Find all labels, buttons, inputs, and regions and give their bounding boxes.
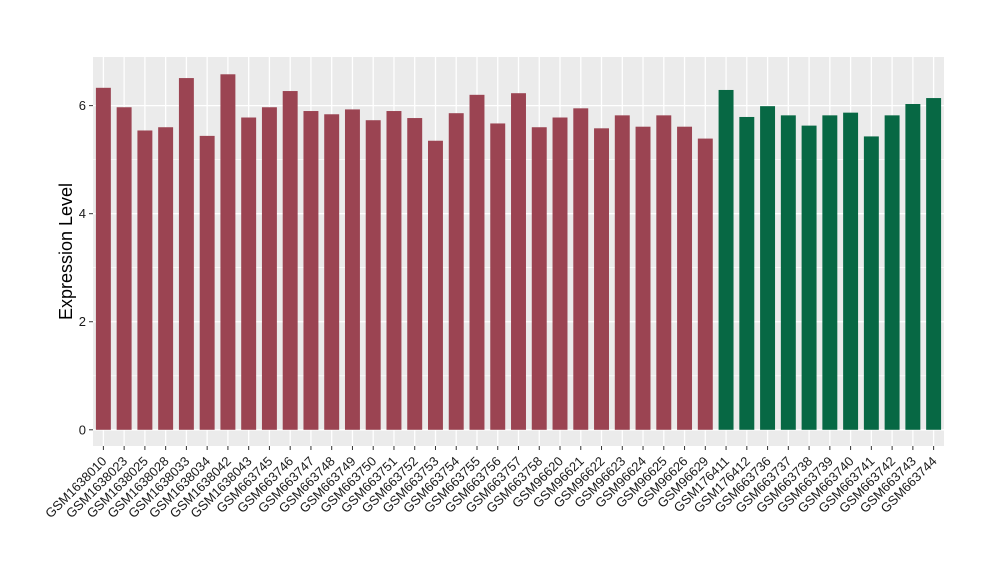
bar-GSM663739 [822, 115, 838, 430]
bar-GSM663757 [511, 93, 526, 430]
bar-GSM663756 [490, 123, 506, 430]
y-tick-label: 4 [79, 206, 86, 221]
bar-GSM663741 [863, 136, 879, 430]
bars [95, 74, 942, 430]
bar-GSM663740 [843, 112, 859, 430]
bar-GSM663754 [448, 113, 464, 430]
bar-GSM663738 [801, 125, 817, 430]
y-axis: 0 2 4 6 [79, 98, 93, 437]
bar-GSM663758 [531, 127, 547, 430]
bar-GSM663736 [760, 106, 776, 430]
bar-GSM663753 [428, 140, 443, 430]
bar-GSM663747 [303, 111, 319, 430]
y-axis-title: Expression Level [56, 183, 76, 320]
bar-GSM1638028 [158, 127, 174, 430]
x-axis: GSM1638010GSM1638023GSM1638025GSM1638028… [42, 446, 940, 521]
y-tick-label: 6 [79, 98, 86, 113]
bar-GSM663748 [324, 114, 340, 430]
bar-GSM96623 [614, 115, 630, 430]
bar-GSM1638034 [199, 135, 215, 430]
bar-GSM96625 [656, 115, 672, 430]
bar-GSM96622 [594, 128, 609, 430]
bar-GSM663755 [469, 94, 485, 430]
bar-GSM1638010 [95, 87, 111, 430]
bar-GSM663751 [386, 111, 402, 430]
bar-GSM1638043 [241, 117, 257, 430]
bar-GSM96620 [552, 117, 568, 430]
bar-GSM176411 [718, 89, 734, 430]
bar-GSM96624 [635, 126, 651, 430]
bar-GSM96621 [573, 108, 589, 430]
bar-GSM663752 [407, 118, 423, 430]
bar-GSM96629 [697, 138, 713, 430]
bar-GSM663737 [780, 115, 796, 430]
bar-GSM1638023 [116, 107, 132, 430]
bar-GSM663744 [926, 98, 942, 430]
bar-GSM96626 [677, 126, 693, 430]
bar-GSM1638033 [178, 78, 194, 430]
bar-GSM663742 [884, 115, 900, 430]
bar-GSM663746 [282, 91, 298, 430]
bar-GSM1638042 [220, 74, 236, 430]
y-tick-label: 2 [79, 314, 86, 329]
bar-GSM176412 [739, 116, 755, 430]
y-tick-label: 0 [79, 422, 86, 437]
bar-GSM663745 [261, 107, 277, 430]
bar-GSM663750 [365, 120, 381, 430]
bar-GSM663749 [344, 109, 360, 430]
bar-GSM1638025 [137, 130, 153, 430]
bar-GSM663743 [905, 104, 921, 430]
